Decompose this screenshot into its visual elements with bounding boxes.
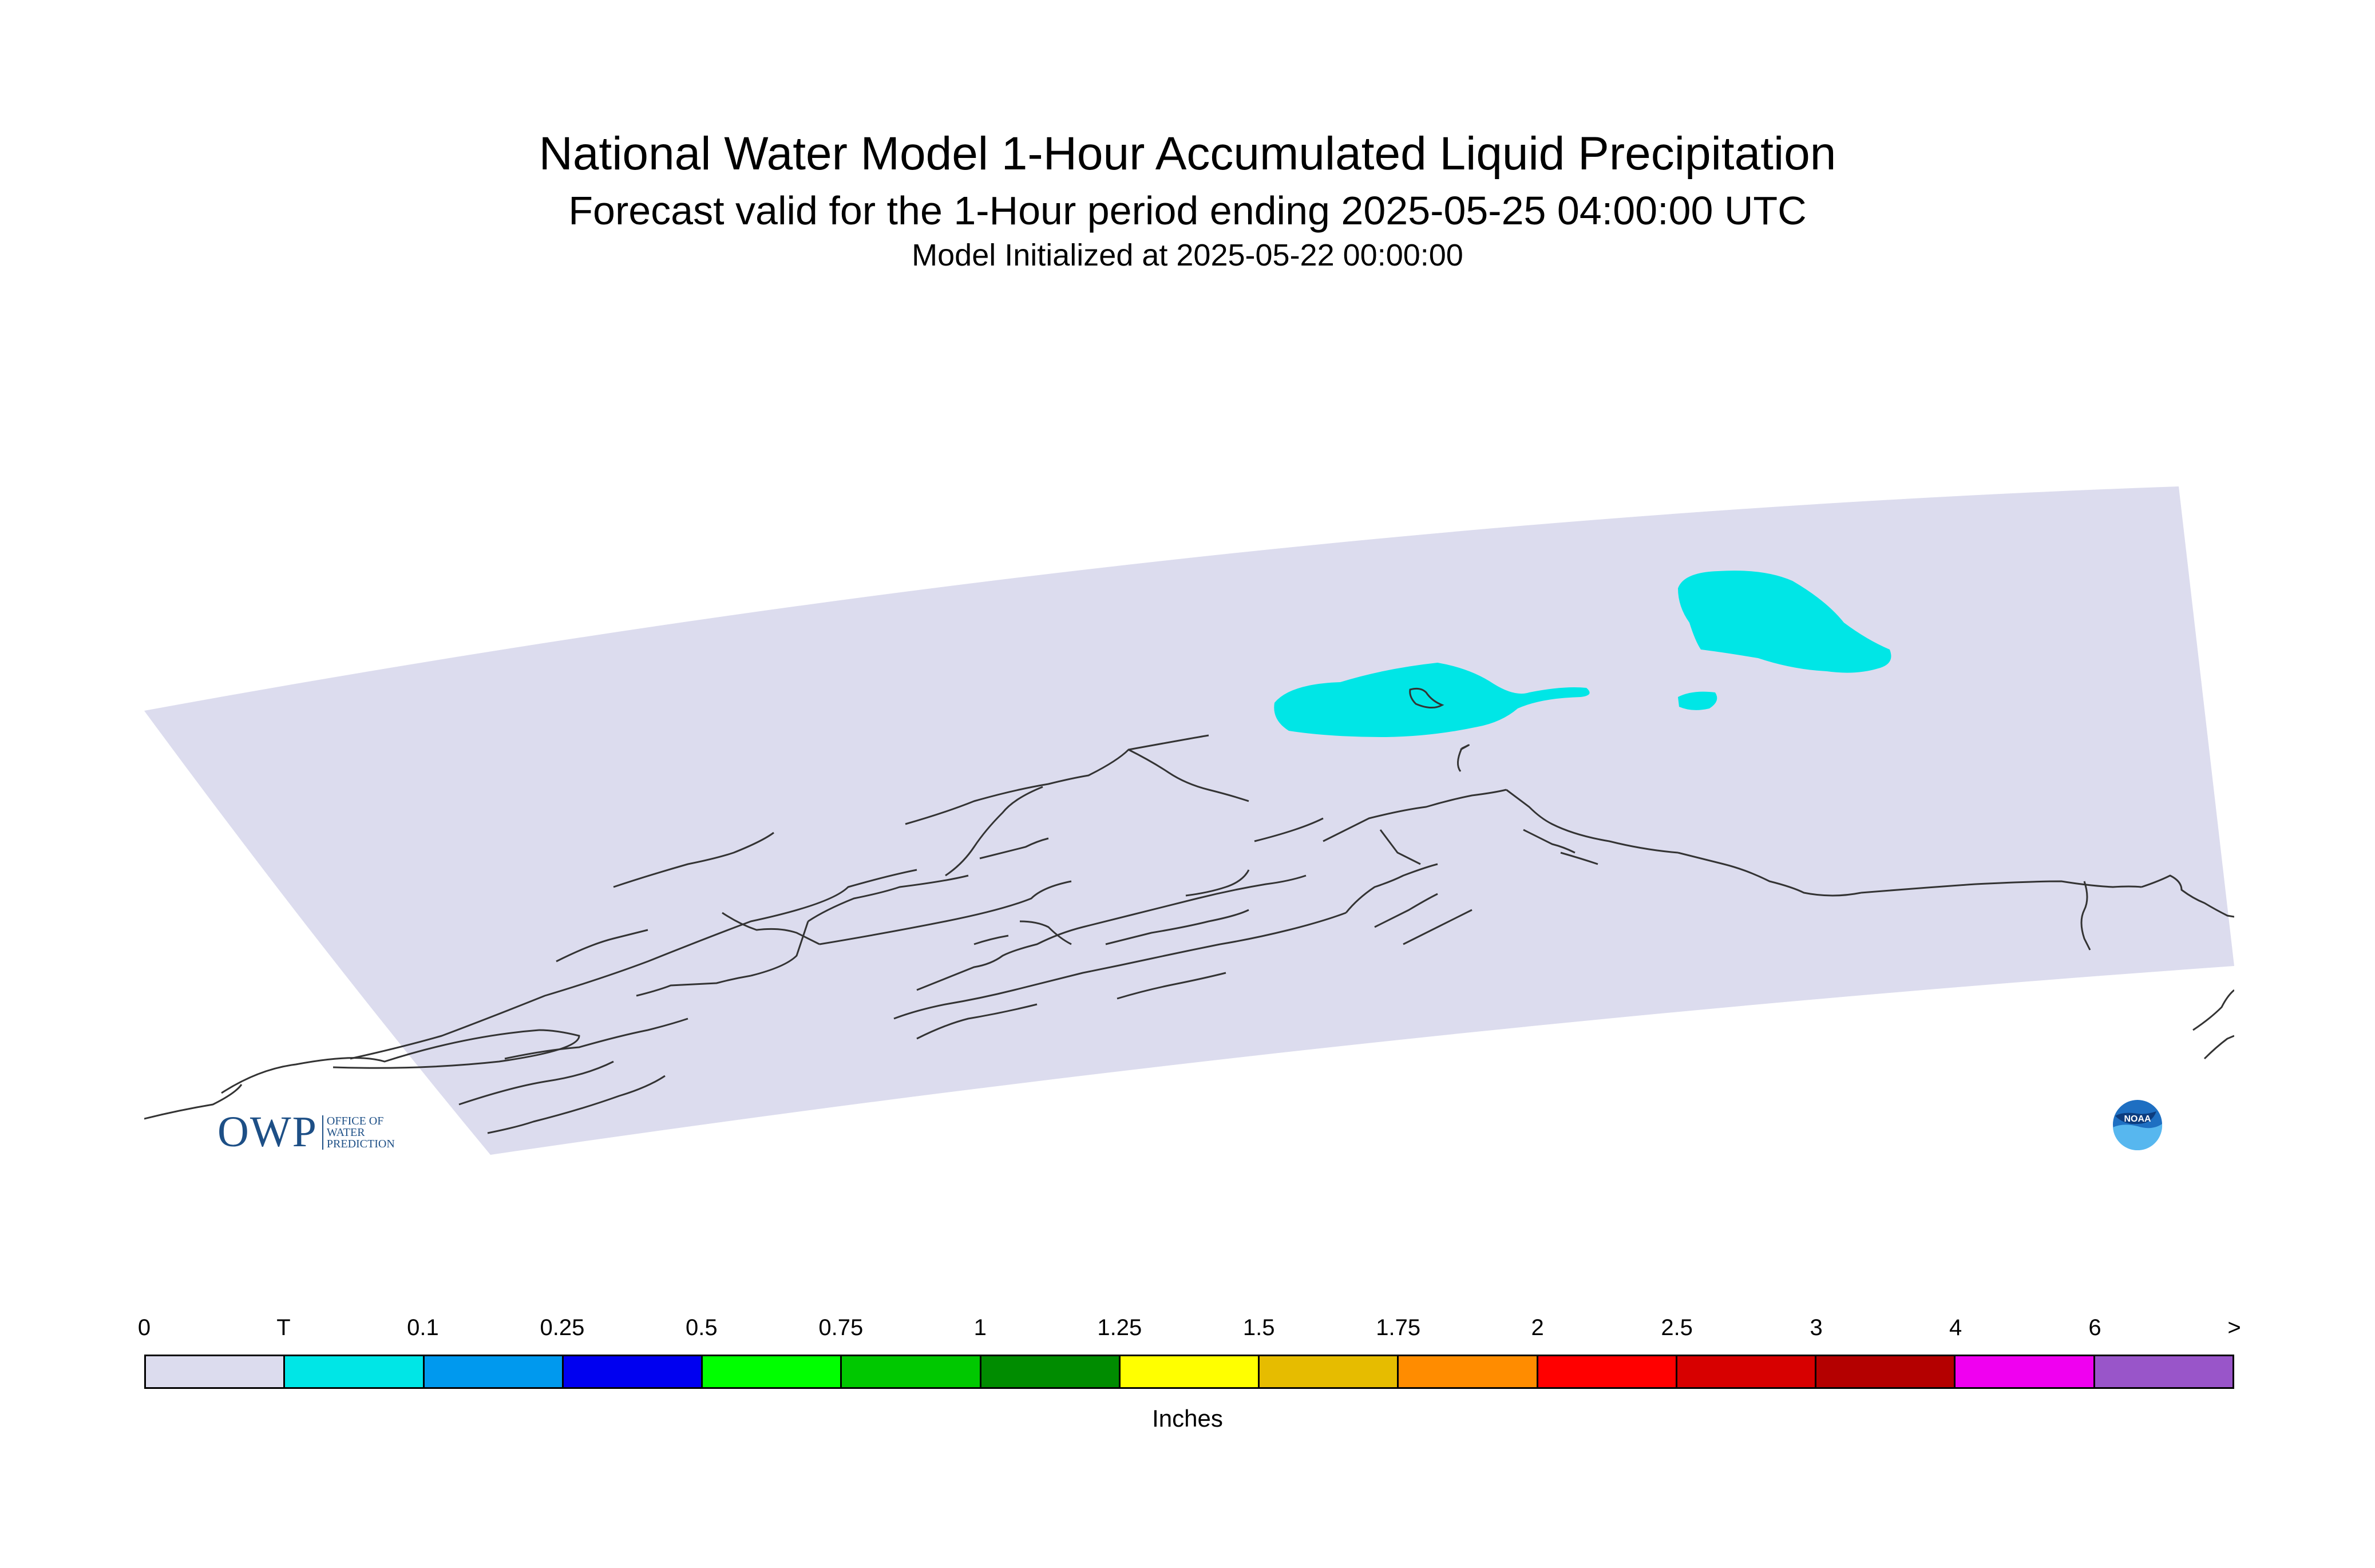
colorbar-tick-label: 2 (1531, 1315, 1544, 1340)
colorbar-swatch (285, 1356, 425, 1387)
colorbar-swatch (146, 1356, 286, 1387)
colorbar-tick-label: T (276, 1315, 291, 1340)
owp-logo-line: WATER (326, 1126, 365, 1139)
colorbar-tick-label: 1.75 (1376, 1315, 1421, 1340)
colorbar-tick-label: 3 (1810, 1315, 1823, 1340)
forecast-subtitle: Forecast valid for the 1-Hour period end… (568, 188, 1807, 233)
coastlines (144, 687, 2234, 1134)
colorbar-swatch (703, 1356, 842, 1387)
map-title: National Water Model 1-Hour Accumulated … (539, 128, 1836, 180)
colorbar-swatches (144, 1355, 2234, 1389)
colorbar-swatch (981, 1356, 1121, 1387)
colorbar-swatch (563, 1356, 703, 1387)
colorbar-tick-label: 0.1 (407, 1315, 439, 1340)
colorbar-tick-label: 0.5 (686, 1315, 718, 1340)
colorbar-tick-label: 4 (1949, 1315, 1962, 1340)
colorbar-tick-label: > (2227, 1315, 2241, 1340)
precip-area-small (1678, 691, 1717, 710)
colorbar-swatch (1677, 1356, 1817, 1387)
colorbar-swatch (1956, 1356, 2095, 1387)
colorbar-swatch (842, 1356, 981, 1387)
precip-area-east (1678, 571, 1891, 673)
colorbar-swatch (1538, 1356, 1677, 1387)
colorbar-tick-label: 0.75 (818, 1315, 864, 1340)
owp-logo: OWP OFFICE OF WATER PREDICTION (217, 1107, 395, 1157)
colorbar-tick-label: 0.25 (540, 1315, 585, 1340)
colorbar-tick-label: 1.25 (1097, 1315, 1142, 1340)
owp-logo-subtitle: OFFICE OF WATER PREDICTION (322, 1115, 395, 1150)
map-canvas (144, 486, 2234, 1155)
colorbar-unit-label: Inches (1152, 1405, 1223, 1432)
colorbar-tick-label: 2.5 (1661, 1315, 1693, 1340)
colorbar-swatch (1399, 1356, 1538, 1387)
colorbar-tick-label: 6 (2088, 1315, 2101, 1340)
colorbar-swatch (424, 1356, 564, 1387)
colorbar-swatch (1120, 1356, 1260, 1387)
map-panel (144, 486, 2234, 1155)
noaa-logo: NOAA (2113, 1100, 2163, 1150)
initialized-subtitle: Model Initialized at 2025-05-22 00:00:00 (912, 238, 1463, 272)
model-domain-area (144, 486, 2234, 1155)
colorbar-swatch (1816, 1356, 1956, 1387)
colorbar-tick-label: 0 (137, 1315, 151, 1340)
noaa-logo-text: NOAA (2124, 1114, 2151, 1124)
colorbar-tick-label: 1 (973, 1315, 987, 1340)
owp-logo-letters: OWP (217, 1108, 318, 1156)
colorbar-swatch (2095, 1356, 2232, 1387)
owp-logo-line: PREDICTION (326, 1137, 395, 1150)
colorbar-tick-label: 1.5 (1242, 1315, 1275, 1340)
colorbar-swatch (1260, 1356, 1399, 1387)
owp-logo-line: OFFICE OF (326, 1114, 384, 1127)
